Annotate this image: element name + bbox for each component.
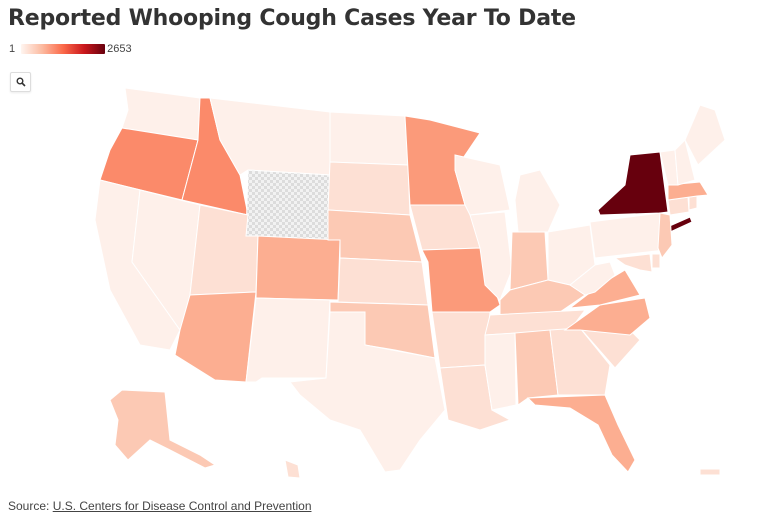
state-pennsylvania[interactable]: [589, 212, 666, 259]
legend-max-label: 2653: [107, 43, 132, 55]
zoom-button[interactable]: [10, 72, 31, 92]
state-new-jersey[interactable]: [657, 212, 673, 260]
state-texas[interactable]: [289, 311, 446, 473]
state-new-york[interactable]: [597, 151, 669, 216]
state-nebraska[interactable]: [327, 209, 423, 263]
legend-min-label: 1: [9, 43, 16, 55]
state-arkansas[interactable]: [431, 311, 491, 369]
state-hawaii[interactable]: [284, 459, 301, 479]
state-alabama[interactable]: [514, 329, 559, 406]
state-mississippi[interactable]: [484, 332, 517, 411]
territory-puerto-rico[interactable]: [699, 468, 721, 476]
state-florida[interactable]: [526, 394, 636, 473]
state-north-dakota[interactable]: [329, 111, 409, 166]
source-note: Source: U.S. Centers for Disease Control…: [8, 499, 312, 513]
state-massachusetts[interactable]: [667, 181, 709, 201]
legend-gradient-bar: [21, 44, 106, 54]
state-delaware[interactable]: [651, 253, 661, 269]
state-new-mexico[interactable]: [245, 297, 331, 383]
page-title: Reported Whooping Cough Cases Year To Da…: [8, 6, 576, 31]
search-icon: [16, 77, 26, 87]
source-link[interactable]: U.S. Centers for Disease Control and Pre…: [52, 499, 312, 513]
state-rhode-island[interactable]: [688, 195, 698, 211]
state-south-dakota[interactable]: [327, 161, 411, 216]
state-west-virginia[interactable]: [569, 261, 616, 296]
state-utah[interactable]: [189, 204, 259, 296]
state-arizona[interactable]: [174, 291, 257, 383]
source-prefix: Source:: [8, 499, 50, 513]
state-wyoming[interactable]: [245, 169, 331, 241]
state-kansas[interactable]: [337, 257, 429, 306]
state-alaska[interactable]: [109, 389, 217, 469]
state-maine[interactable]: [684, 104, 726, 166]
state-new-hampshire[interactable]: [674, 139, 696, 186]
color-legend: 1 2653: [9, 43, 132, 55]
state-michigan[interactable]: [514, 169, 561, 233]
state-colorado[interactable]: [255, 235, 341, 301]
state-maryland[interactable]: [613, 253, 653, 273]
